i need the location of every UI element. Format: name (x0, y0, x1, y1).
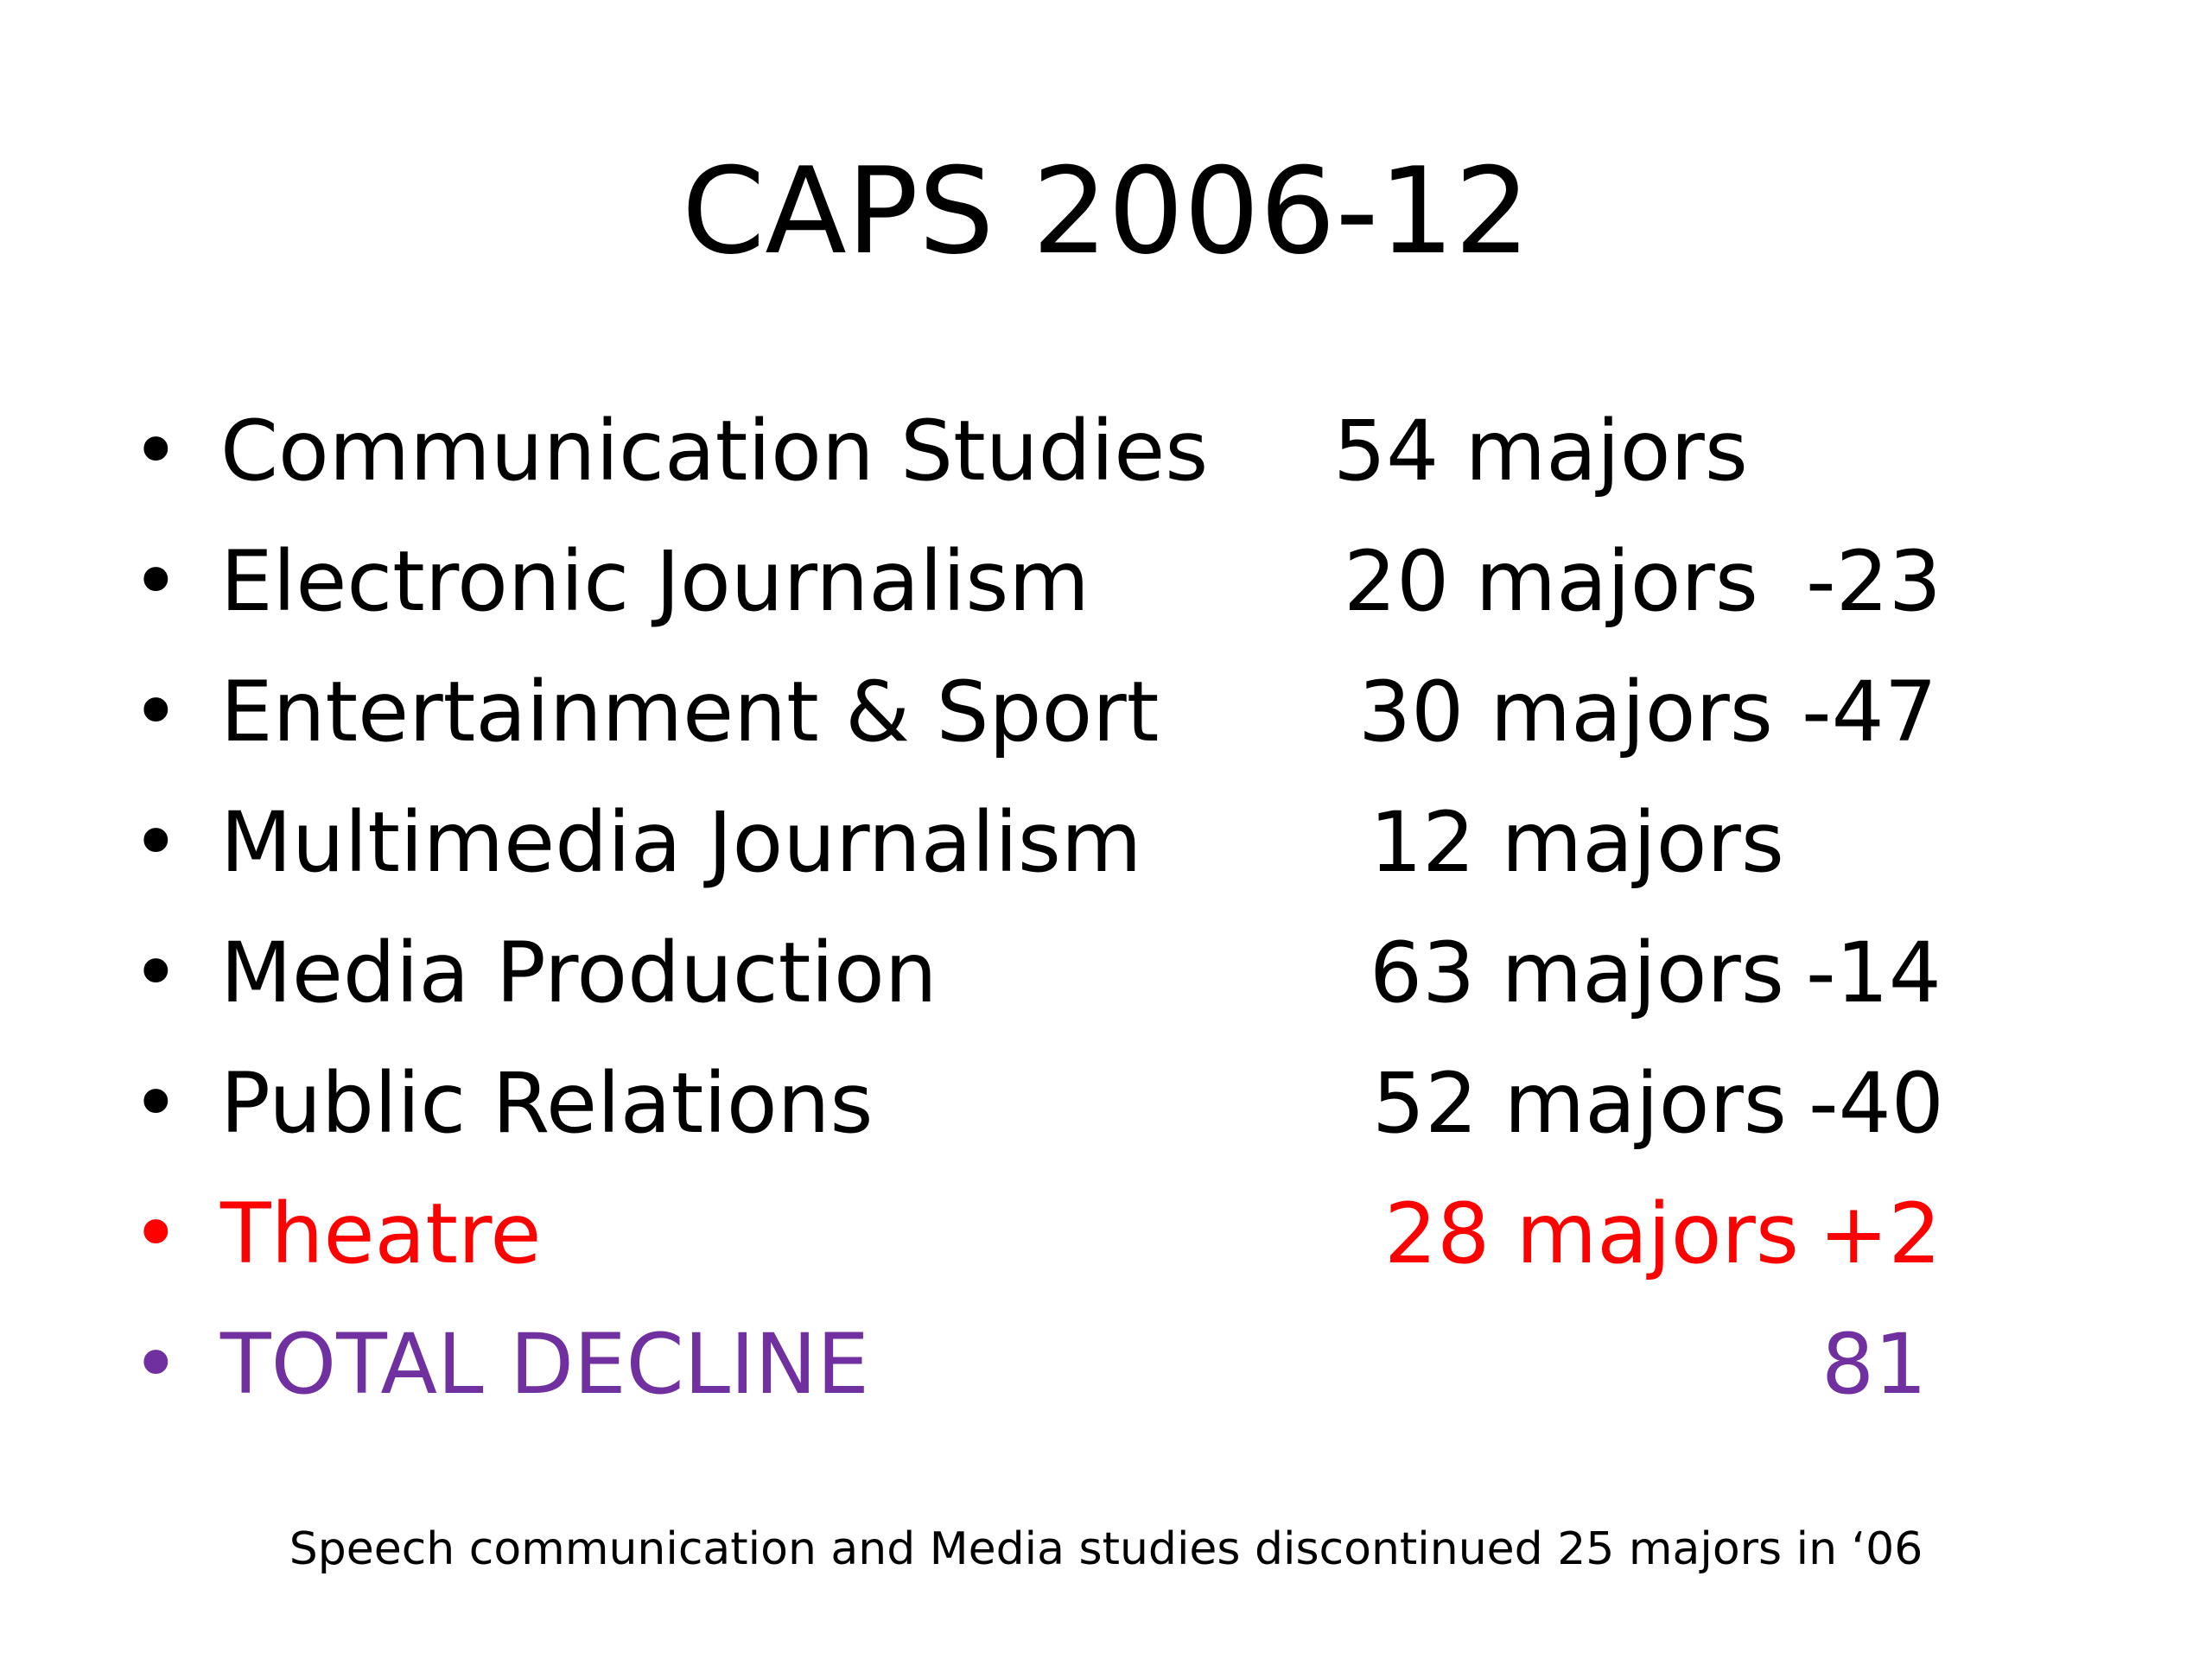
change-value: -14 (1806, 925, 1942, 1021)
program-name: Media Production (220, 925, 938, 1021)
list-item-total-decline: • TOTAL DECLINE 81 (0, 1300, 2212, 1429)
list-item-electronic-journalism: • Electronic Journalism 20 majors -23 (0, 517, 2212, 646)
change-value: -23 (1806, 533, 1942, 630)
majors-count: 30 majors (1358, 664, 1773, 760)
majors-count: 54 majors (1333, 403, 1748, 499)
list-item-theatre: • Theatre 28 majors +2 (0, 1169, 2212, 1299)
total-decline-value: 81 (1821, 1316, 1928, 1413)
bullet-icon: • (131, 664, 181, 760)
change-value: -47 (1802, 664, 1937, 760)
list-item-public-relations: • Public Relations 52 majors -40 (0, 1039, 2212, 1168)
slide-title: CAPS 2006-12 (681, 142, 1531, 281)
program-name: Theatre (220, 1185, 542, 1282)
bullet-icon: • (131, 533, 181, 630)
bullet-icon: • (131, 925, 181, 1021)
footnote: Speech communication and Media studies d… (289, 1523, 1923, 1575)
bullet-icon: • (131, 794, 181, 891)
majors-count: 28 majors (1384, 1185, 1799, 1282)
majors-count: 52 majors (1372, 1055, 1787, 1152)
list-item-communication-studies: • Communication Studies 54 majors (0, 386, 2212, 516)
program-name: Communication Studies (220, 403, 1209, 499)
list-item-media-production: • Media Production 63 majors -14 (0, 908, 2212, 1038)
bullet-icon: • (131, 403, 181, 499)
change-value: +2 (1819, 1185, 1942, 1282)
change-value: -40 (1808, 1055, 1944, 1152)
bullet-icon: • (131, 1055, 181, 1152)
program-list: • Communication Studies 54 majors • Elec… (0, 386, 2212, 1429)
program-name: Electronic Journalism (220, 533, 1090, 630)
bullet-icon: • (131, 1185, 181, 1282)
program-name: Multimedia Journalism (220, 794, 1142, 891)
program-name: TOTAL DECLINE (220, 1316, 869, 1413)
bullet-icon: • (131, 1316, 181, 1413)
majors-count: 63 majors (1370, 925, 1784, 1021)
list-item-multimedia-journalism: • Multimedia Journalism 12 majors (0, 778, 2212, 907)
program-name: Entertainment & Sport (220, 664, 1160, 760)
list-item-entertainment-sport: • Entertainment & Sport 30 majors -47 (0, 647, 2212, 777)
program-name: Public Relations (220, 1055, 874, 1152)
majors-count: 20 majors (1344, 533, 1758, 630)
majors-count: 12 majors (1370, 794, 1784, 891)
